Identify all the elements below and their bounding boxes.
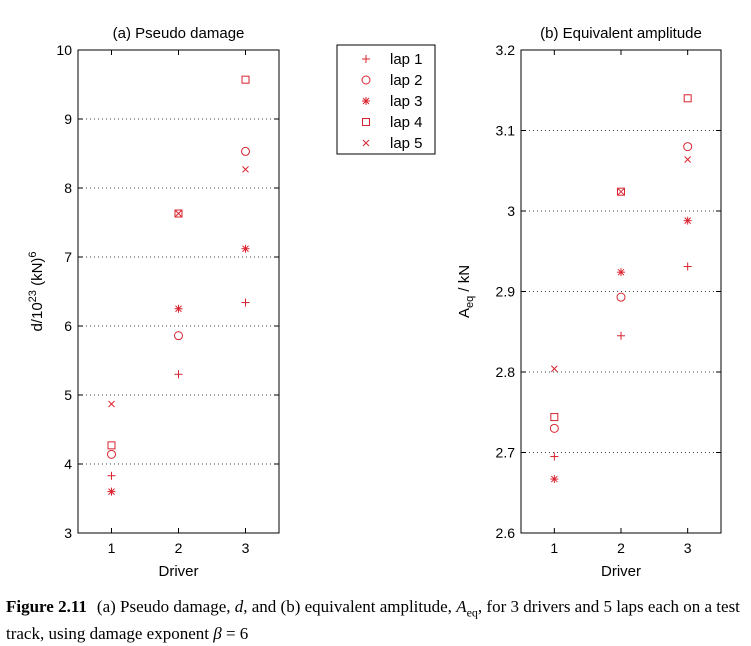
legend-marker-lap-3 [362,97,370,105]
y-tick-label: 6 [64,318,72,334]
plot-frame [77,49,280,534]
y-tick-label: 3 [507,203,515,219]
data-point-lap-3-driver-3 [241,244,250,253]
caption-var-d: d [234,597,244,616]
data-point-lap-4-driver-1 [107,441,116,450]
data-point-lap-5-driver-1 [108,400,115,408]
y-axis-label: d/1023 (kN)6 [27,251,46,331]
caption-var-beta: β [213,624,222,644]
data-point-lap-4-driver-2 [617,187,625,196]
data-point-lap-1-driver-2 [174,370,183,379]
caption-text-2: , and (b) equivalent amplitude, [243,597,457,616]
x-tick-label: 1 [550,540,558,556]
data-point-lap-4-driver-2 [174,209,183,218]
y-tick-label: 2.8 [496,364,516,380]
x-tick-label: 2 [617,540,625,556]
data-point-lap-3-driver-1 [550,475,559,484]
y-tick-label: 9 [64,111,72,127]
legend-box [336,44,436,155]
panel-b-equivalent-amplitude: 2.6 2.7 2.8 2.9 3 3.1 3.2 1 2 3 (b) Equivalent amp… [456,25,722,580]
caption-label: Figure 2.11 [6,597,87,616]
data-point-lap-2-driver-1 [107,449,116,459]
y-tick-label: 10 [56,42,72,58]
caption-text-3: , for 3 drivers and 5 laps each on a tes… [6,597,740,644]
y-tick-label: 3.2 [496,42,516,58]
x-axis-label: Driver [159,563,199,580]
panel-a-pseudo-damage: 3 4 5 6 7 8 9 10 1 2 3 (a) Pseudo damage Driver d/102… [27,25,280,580]
data-point-lap-3-driver-2 [174,304,183,313]
figure-caption: Figure 2.11 (a) Pseudo damage, d, and (b)… [6,596,746,645]
legend-marker-lap-4 [362,118,370,126]
caption-text-4: = 6 [221,624,249,644]
legend: lap 1 lap 2 lap 3 lap 4 lap 5 [336,44,436,155]
data-point-lap-3-driver-3 [683,216,692,225]
x-tick-label: 3 [242,540,250,556]
data-point-lap-5-driver-2 [617,188,625,196]
y-tick-label: 5 [64,387,72,403]
y-tick-label: 3 [64,525,72,541]
data-point-lap-5-driver-3 [242,166,249,173]
caption-var-a-sub: eq [466,605,478,620]
data-point-lap-4-driver-3 [241,75,250,84]
data-point-lap-4-driver-3 [683,94,692,103]
data-point-lap-2-driver-1 [549,423,559,433]
data-point-lap-2-driver-3 [241,146,250,156]
legend-label-lap-1: lap 1 [390,51,423,68]
caption-text-1: (a) Pseudo damage, [96,597,235,616]
legend-label-lap-4: lap 4 [390,114,423,131]
figure: 3 4 5 6 7 8 9 10 1 2 3 (a) Pseudo damage Driver d/102… [27,25,722,580]
data-point-lap-5-driver-2 [175,210,182,217]
x-tick-label: 1 [108,540,116,556]
data-point-lap-5-driver-3 [684,156,692,163]
data-point-lap-1-driver-1 [107,471,116,480]
data-point-lap-1-driver-3 [241,298,250,307]
y-tick-label: 2.6 [496,525,516,541]
data-point-lap-5-driver-1 [550,365,558,373]
data-point-lap-2-driver-2 [174,331,183,341]
legend-marker-lap-1 [362,55,370,63]
data-point-lap-1-driver-1 [550,452,559,461]
data-point-lap-3-driver-2 [617,268,625,277]
y-axis-label: Aeq / kN [456,265,476,318]
x-tick-label: 2 [175,540,183,556]
y-tick-label: 7 [64,249,72,265]
x-axis-label: Driver [601,563,641,580]
legend-marker-lap-2 [361,75,371,85]
data-point-lap-2-driver-3 [683,142,693,152]
legend-label-lap-2: lap 2 [390,72,423,89]
data-point-lap-2-driver-2 [616,292,626,302]
legend-label-lap-3: lap 3 [390,93,423,110]
x-tick-label: 3 [684,540,692,556]
data-point-lap-1-driver-3 [683,262,692,271]
data-point-lap-4-driver-1 [550,413,559,422]
chart-title: (b) Equivalent amplitude [540,25,702,42]
caption-var-a: A [456,597,467,616]
y-tick-label: 2.7 [496,445,516,461]
y-tick-label: 4 [64,456,72,472]
data-point-lap-3-driver-1 [107,487,116,496]
legend-label-lap-5: lap 5 [390,135,423,152]
y-tick-label: 2.9 [496,284,516,300]
legend-marker-lap-5 [362,139,370,147]
y-tick-label: 3.1 [496,123,516,139]
chart-title: (a) Pseudo damage [113,25,245,42]
y-tick-label: 8 [64,180,72,196]
data-point-lap-1-driver-2 [617,331,625,340]
